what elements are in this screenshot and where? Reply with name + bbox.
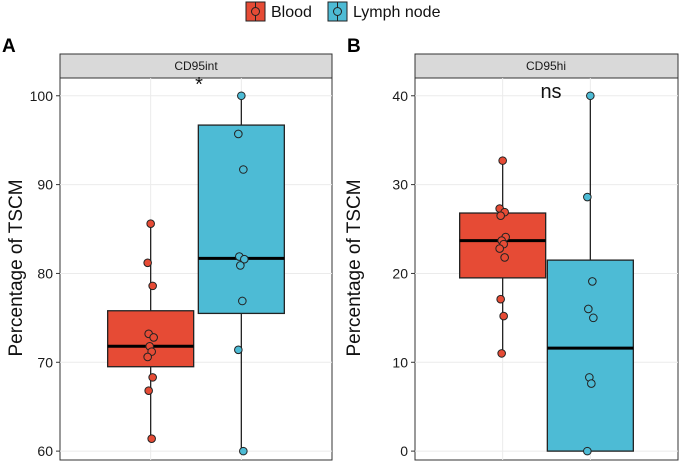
box-blood [107, 219, 195, 443]
data-point [237, 91, 246, 101]
data-point [148, 373, 157, 382]
data-point [143, 258, 152, 268]
boxes-b [459, 91, 634, 456]
data-point [149, 333, 158, 342]
data-point [496, 211, 505, 220]
data-point [240, 254, 249, 264]
panel-b: B Percentage of TSCM CD95hi 0 10 20 30 40 ns [344, 36, 679, 461]
data-point [587, 379, 596, 388]
legend-key-blood-dot [251, 7, 260, 16]
y-tick-label: 0 [400, 443, 408, 459]
box-lymph-node [197, 91, 285, 456]
panel-a: A Percentage of TSCM CD95int 60 70 80 90 100… [2, 36, 333, 461]
legend-item-lymph-node: Lymph node [327, 1, 441, 22]
box-body [546, 259, 634, 452]
panel-label-b: B [347, 36, 361, 57]
data-point [586, 91, 595, 101]
legend-label-lymph-node: Lymph node [353, 4, 441, 21]
legend-label-blood: Blood [271, 4, 312, 21]
y-tick-label: 90 [37, 177, 53, 193]
y-tick-label: 20 [392, 265, 408, 281]
y-tick-label: 80 [37, 265, 53, 281]
y-ticks-a: 60 70 80 90 100 [30, 88, 60, 459]
y-axis-title-a: Percentage of TSCM [6, 179, 27, 356]
data-point [583, 446, 592, 456]
y-axis-title-b: Percentage of TSCM [344, 179, 365, 356]
box-blood [459, 156, 547, 358]
legend: Blood Lymph node [245, 1, 441, 22]
data-point [147, 434, 156, 443]
data-point [496, 294, 505, 304]
y-ticks-b: 0 10 20 30 40 [392, 88, 415, 459]
data-point [239, 446, 248, 456]
y-tick-label: 100 [30, 88, 54, 104]
panel-label-a: A [2, 36, 16, 57]
data-point [234, 129, 243, 139]
y-tick-label: 70 [37, 354, 53, 370]
box-lymph-node [546, 91, 634, 456]
data-point [239, 165, 248, 174]
data-point [238, 296, 247, 306]
data-point [500, 253, 509, 262]
data-point [588, 277, 597, 286]
strip-title-a: CD95int [174, 59, 218, 73]
boxes-a [107, 91, 285, 456]
plot-area-a [59, 77, 333, 461]
data-point [589, 313, 598, 323]
data-point [498, 156, 507, 165]
significance-b: ns [540, 81, 561, 103]
legend-key-lymph-node-dot [333, 7, 342, 16]
plot-area-b [414, 77, 679, 461]
y-tick-label: 10 [392, 354, 408, 370]
box-body [197, 124, 285, 315]
y-tick-label: 30 [392, 177, 408, 193]
y-tick-label: 60 [37, 443, 53, 459]
y-tick-label: 40 [392, 88, 408, 104]
data-point [236, 261, 245, 270]
data-point [148, 281, 157, 291]
data-point [584, 304, 593, 314]
data-point [499, 311, 508, 321]
data-point [143, 352, 152, 362]
data-point [234, 345, 243, 355]
strip-title-b: CD95hi [526, 59, 566, 73]
data-point [497, 349, 506, 358]
data-point [583, 192, 592, 202]
significance-a: * [195, 74, 203, 96]
data-point [495, 244, 504, 253]
legend-item-blood: Blood [245, 1, 312, 22]
data-point [146, 219, 155, 228]
data-point [144, 386, 153, 396]
strip-a [59, 53, 333, 79]
